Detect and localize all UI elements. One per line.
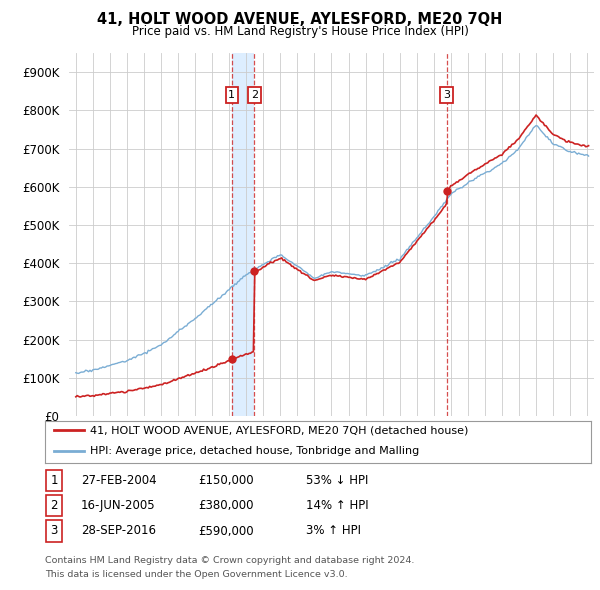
Text: 27-FEB-2004: 27-FEB-2004	[81, 474, 157, 487]
Text: 53% ↓ HPI: 53% ↓ HPI	[306, 474, 368, 487]
Text: 3% ↑ HPI: 3% ↑ HPI	[306, 525, 361, 537]
Text: 14% ↑ HPI: 14% ↑ HPI	[306, 499, 368, 512]
Text: Price paid vs. HM Land Registry's House Price Index (HPI): Price paid vs. HM Land Registry's House …	[131, 25, 469, 38]
Text: 41, HOLT WOOD AVENUE, AYLESFORD, ME20 7QH: 41, HOLT WOOD AVENUE, AYLESFORD, ME20 7Q…	[97, 12, 503, 27]
Text: 16-JUN-2005: 16-JUN-2005	[81, 499, 155, 512]
Text: 3: 3	[50, 525, 58, 537]
Text: 28-SEP-2016: 28-SEP-2016	[81, 525, 156, 537]
Bar	[232, 53, 254, 416]
Text: This data is licensed under the Open Government Licence v3.0.: This data is licensed under the Open Gov…	[45, 571, 347, 579]
Text: HPI: Average price, detached house, Tonbridge and Malling: HPI: Average price, detached house, Tonb…	[90, 446, 419, 456]
Text: £380,000: £380,000	[198, 499, 254, 512]
Text: 2: 2	[251, 90, 258, 100]
Text: Contains HM Land Registry data © Crown copyright and database right 2024.: Contains HM Land Registry data © Crown c…	[45, 556, 415, 565]
Text: 1: 1	[228, 90, 235, 100]
Text: 41, HOLT WOOD AVENUE, AYLESFORD, ME20 7QH (detached house): 41, HOLT WOOD AVENUE, AYLESFORD, ME20 7Q…	[90, 425, 469, 435]
Text: £590,000: £590,000	[198, 525, 254, 537]
Text: £150,000: £150,000	[198, 474, 254, 487]
Text: 3: 3	[443, 90, 450, 100]
Text: 2: 2	[50, 499, 58, 512]
Text: 1: 1	[50, 474, 58, 487]
